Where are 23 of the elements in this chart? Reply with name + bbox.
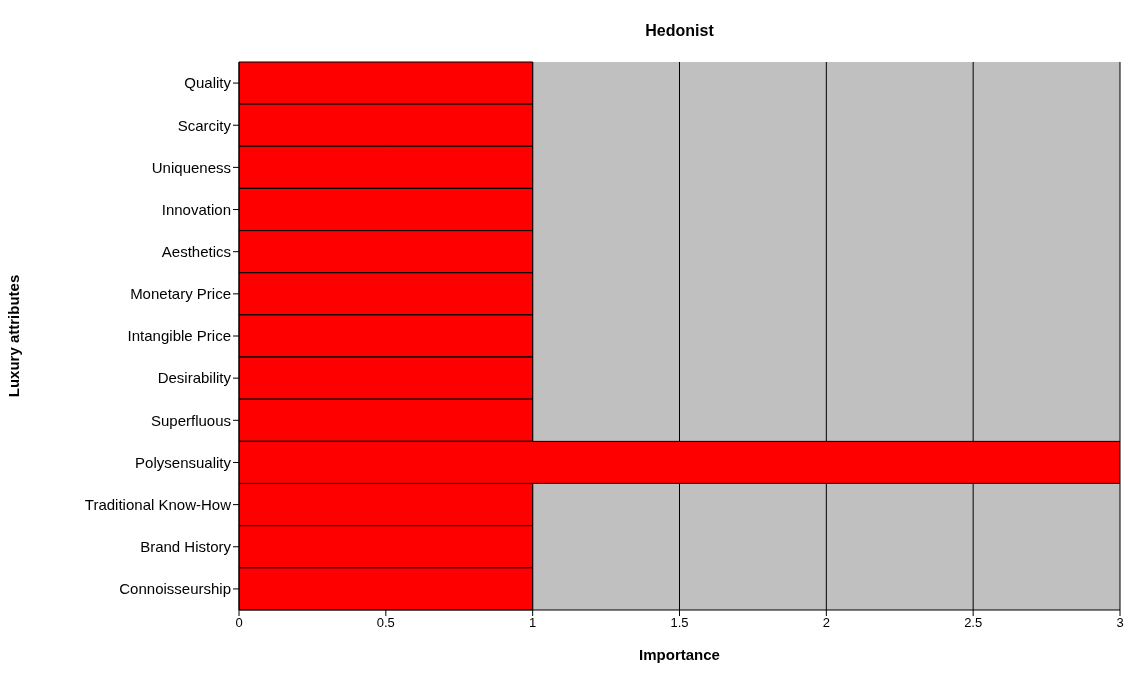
x-tick-label: 2 — [822, 615, 830, 631]
y-tick-label: Polysensuality — [135, 453, 232, 471]
x-tick-label: 0 — [235, 615, 243, 631]
y-tick-label: Desirability — [157, 369, 232, 387]
y-tick-label: Connoisseurship — [119, 580, 231, 598]
x-tick-label: 1.5 — [670, 615, 689, 631]
chart-title: Hedonist — [644, 22, 715, 40]
y-tick-label: Scarcity — [177, 116, 232, 134]
x-tick-label: 0.5 — [376, 615, 395, 631]
x-tick-label: 3 — [1116, 615, 1124, 631]
x-tick-label: 1 — [529, 615, 537, 631]
y-tick-label: Traditional Know-How — [84, 495, 232, 513]
y-tick-label: Superfluous — [150, 411, 231, 429]
x-tick-label: 2.5 — [964, 615, 983, 631]
y-tick-label: Intangible Price — [127, 327, 231, 345]
y-tick-label: Innovation — [161, 200, 231, 218]
y-tick-label: Brand History — [140, 538, 232, 556]
y-tick-label: Uniqueness — [151, 158, 231, 176]
y-axis-title: Luxury attributes — [5, 274, 23, 398]
x-axis-title: Importance — [639, 646, 720, 663]
y-tick-label: Quality — [184, 74, 232, 92]
y-tick-label: Monetary Price — [130, 285, 231, 303]
y-tick-label: Aesthetics — [161, 243, 231, 261]
